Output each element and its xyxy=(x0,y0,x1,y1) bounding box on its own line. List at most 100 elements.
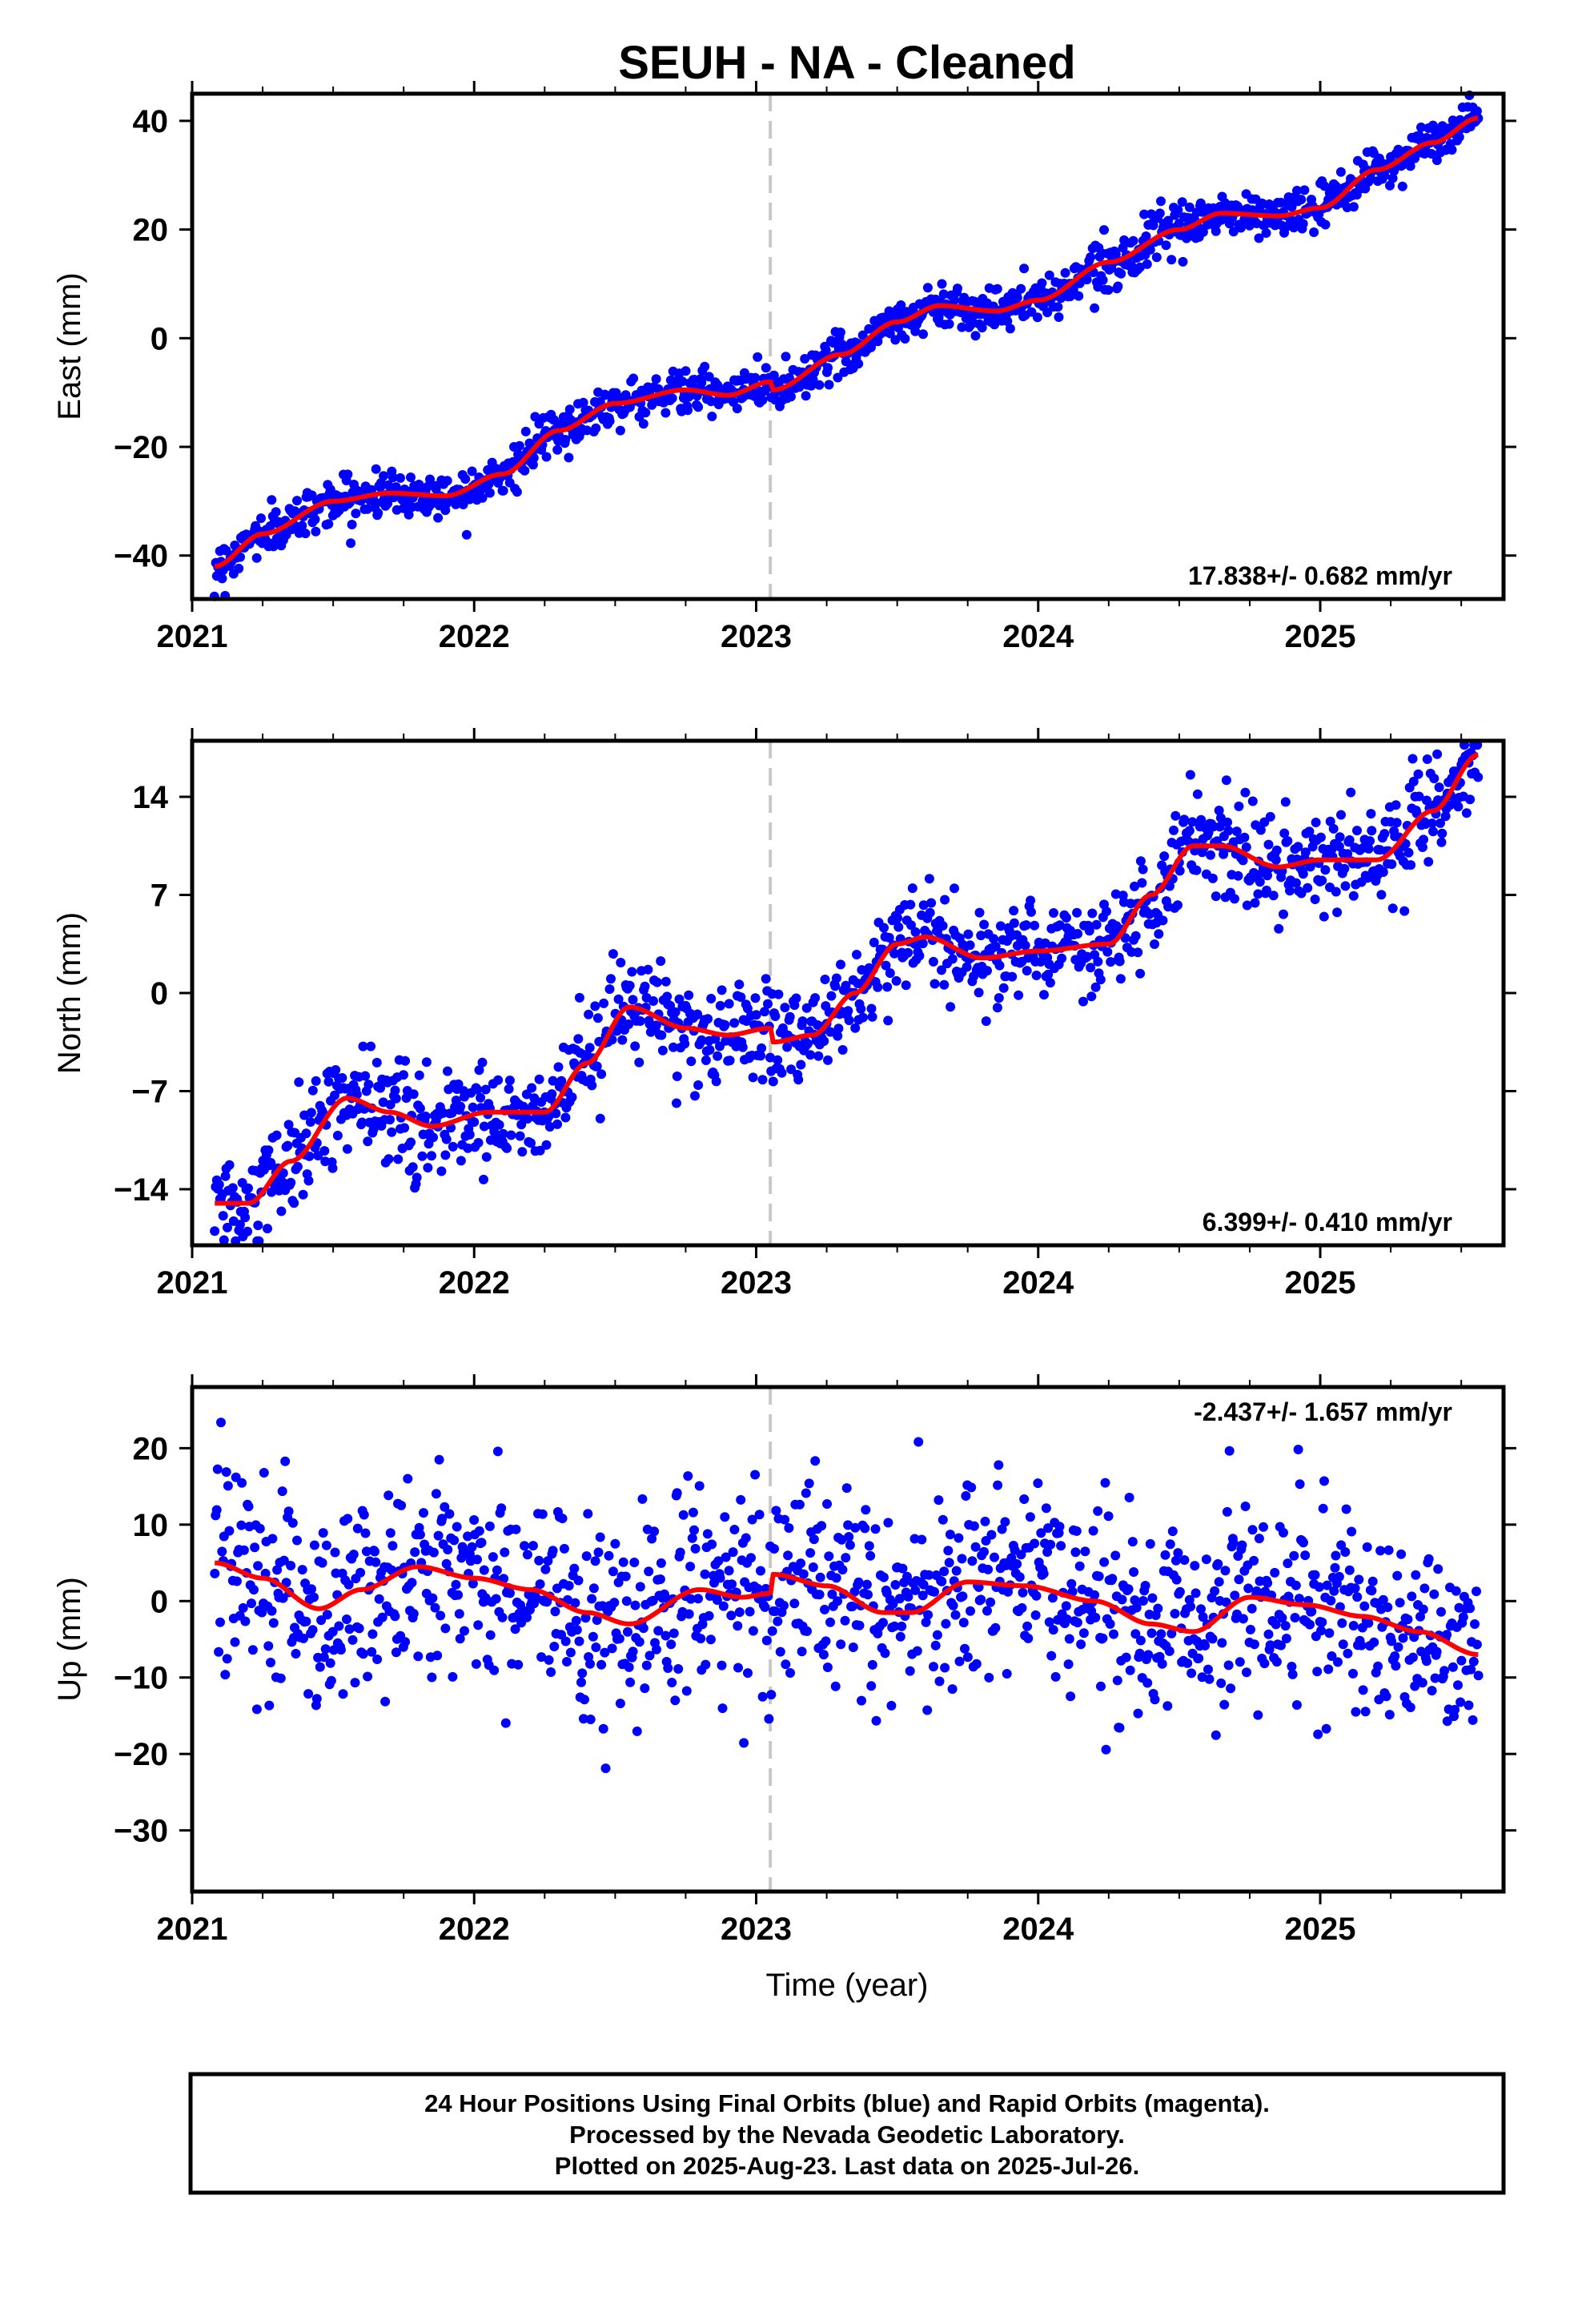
data-point xyxy=(810,993,821,1003)
data-point xyxy=(600,1763,611,1774)
data-point xyxy=(873,982,883,992)
data-point xyxy=(1250,898,1260,908)
data-point xyxy=(1331,887,1341,897)
data-point xyxy=(1321,1723,1331,1734)
data-point xyxy=(456,1101,466,1112)
data-point xyxy=(471,1659,481,1669)
data-point xyxy=(1287,1669,1298,1679)
data-point xyxy=(1331,1550,1341,1561)
data-point xyxy=(307,1625,318,1635)
data-point xyxy=(661,1630,671,1641)
data-point xyxy=(757,1043,767,1053)
data-point xyxy=(410,1547,420,1558)
data-point xyxy=(780,1003,790,1013)
data-point xyxy=(1214,806,1224,815)
data-point xyxy=(1025,1512,1035,1522)
data-point xyxy=(385,1528,396,1538)
data-point xyxy=(844,1532,854,1542)
data-point xyxy=(824,1551,834,1562)
data-point xyxy=(750,372,761,383)
data-point xyxy=(275,1673,286,1683)
data-point xyxy=(767,1626,777,1636)
data-point xyxy=(640,981,650,991)
data-point xyxy=(1418,1604,1428,1614)
data-point xyxy=(1310,1570,1320,1580)
data-point xyxy=(541,1140,552,1150)
data-point xyxy=(1086,991,1097,1002)
data-point xyxy=(1436,1606,1446,1617)
data-point xyxy=(680,1039,690,1049)
data-point xyxy=(677,376,688,387)
data-point xyxy=(1458,1612,1468,1622)
data-point xyxy=(1293,842,1303,852)
data-point xyxy=(1330,1562,1340,1573)
data-point xyxy=(1009,906,1019,916)
footer-line-3: Plotted on 2025-Aug-23. Last data on 202… xyxy=(555,2152,1139,2180)
data-point xyxy=(1074,291,1084,301)
data-point xyxy=(1324,1628,1335,1638)
data-point xyxy=(943,1546,954,1556)
data-point xyxy=(1274,923,1284,934)
data-point xyxy=(1043,969,1054,979)
data-point xyxy=(530,412,540,422)
data-point xyxy=(1373,1661,1383,1671)
data-point xyxy=(1053,302,1063,312)
data-point xyxy=(1405,1703,1415,1712)
data-point xyxy=(1468,1656,1479,1667)
data-point xyxy=(706,994,717,1003)
data-point xyxy=(836,1639,846,1650)
data-point xyxy=(420,1112,431,1121)
data-point xyxy=(1293,1445,1303,1454)
data-point xyxy=(853,979,863,988)
data-point xyxy=(1259,1522,1268,1532)
data-point xyxy=(390,1085,400,1096)
data-point xyxy=(240,1616,251,1626)
data-point xyxy=(773,989,784,999)
data-point xyxy=(543,1556,553,1566)
data-point xyxy=(235,552,245,562)
data-point xyxy=(743,1668,753,1679)
data-point xyxy=(1336,810,1346,820)
data-point xyxy=(780,1514,790,1525)
data-point xyxy=(1442,1716,1452,1727)
data-point xyxy=(1343,1648,1353,1659)
data-point xyxy=(841,980,851,991)
data-point xyxy=(1447,145,1457,155)
data-point xyxy=(1018,1587,1028,1598)
data-point xyxy=(1019,1494,1030,1504)
data-point xyxy=(1101,1744,1111,1755)
data-point xyxy=(1348,1668,1358,1679)
data-point xyxy=(821,1636,831,1647)
y-tick-label: −20 xyxy=(114,430,168,465)
fit-line xyxy=(215,752,1479,1206)
data-point xyxy=(861,1579,872,1590)
data-point xyxy=(647,1534,657,1544)
data-point xyxy=(311,1076,321,1086)
data-point xyxy=(903,947,913,958)
data-point xyxy=(557,1514,568,1524)
data-point xyxy=(1320,219,1331,230)
data-point xyxy=(1133,1708,1143,1719)
data-point xyxy=(938,289,949,300)
data-point xyxy=(1333,1657,1343,1667)
data-point xyxy=(954,1533,964,1543)
data-point xyxy=(693,1009,703,1019)
data-point xyxy=(1465,1603,1476,1614)
data-point xyxy=(1454,132,1464,143)
data-point xyxy=(1213,1558,1223,1569)
data-point xyxy=(1365,836,1375,846)
data-point xyxy=(1339,863,1350,874)
data-point xyxy=(1385,180,1395,191)
data-point xyxy=(945,1530,955,1540)
data-point xyxy=(1263,1578,1273,1588)
data-point xyxy=(377,1612,387,1622)
data-point xyxy=(690,1543,701,1554)
data-point xyxy=(247,1645,258,1655)
data-point xyxy=(1135,968,1146,979)
data-point xyxy=(1378,867,1388,877)
data-point xyxy=(366,1041,376,1051)
data-point xyxy=(1106,957,1116,967)
y-tick-label: 14 xyxy=(133,780,169,815)
data-point xyxy=(1337,1618,1347,1628)
data-point xyxy=(684,990,694,1000)
